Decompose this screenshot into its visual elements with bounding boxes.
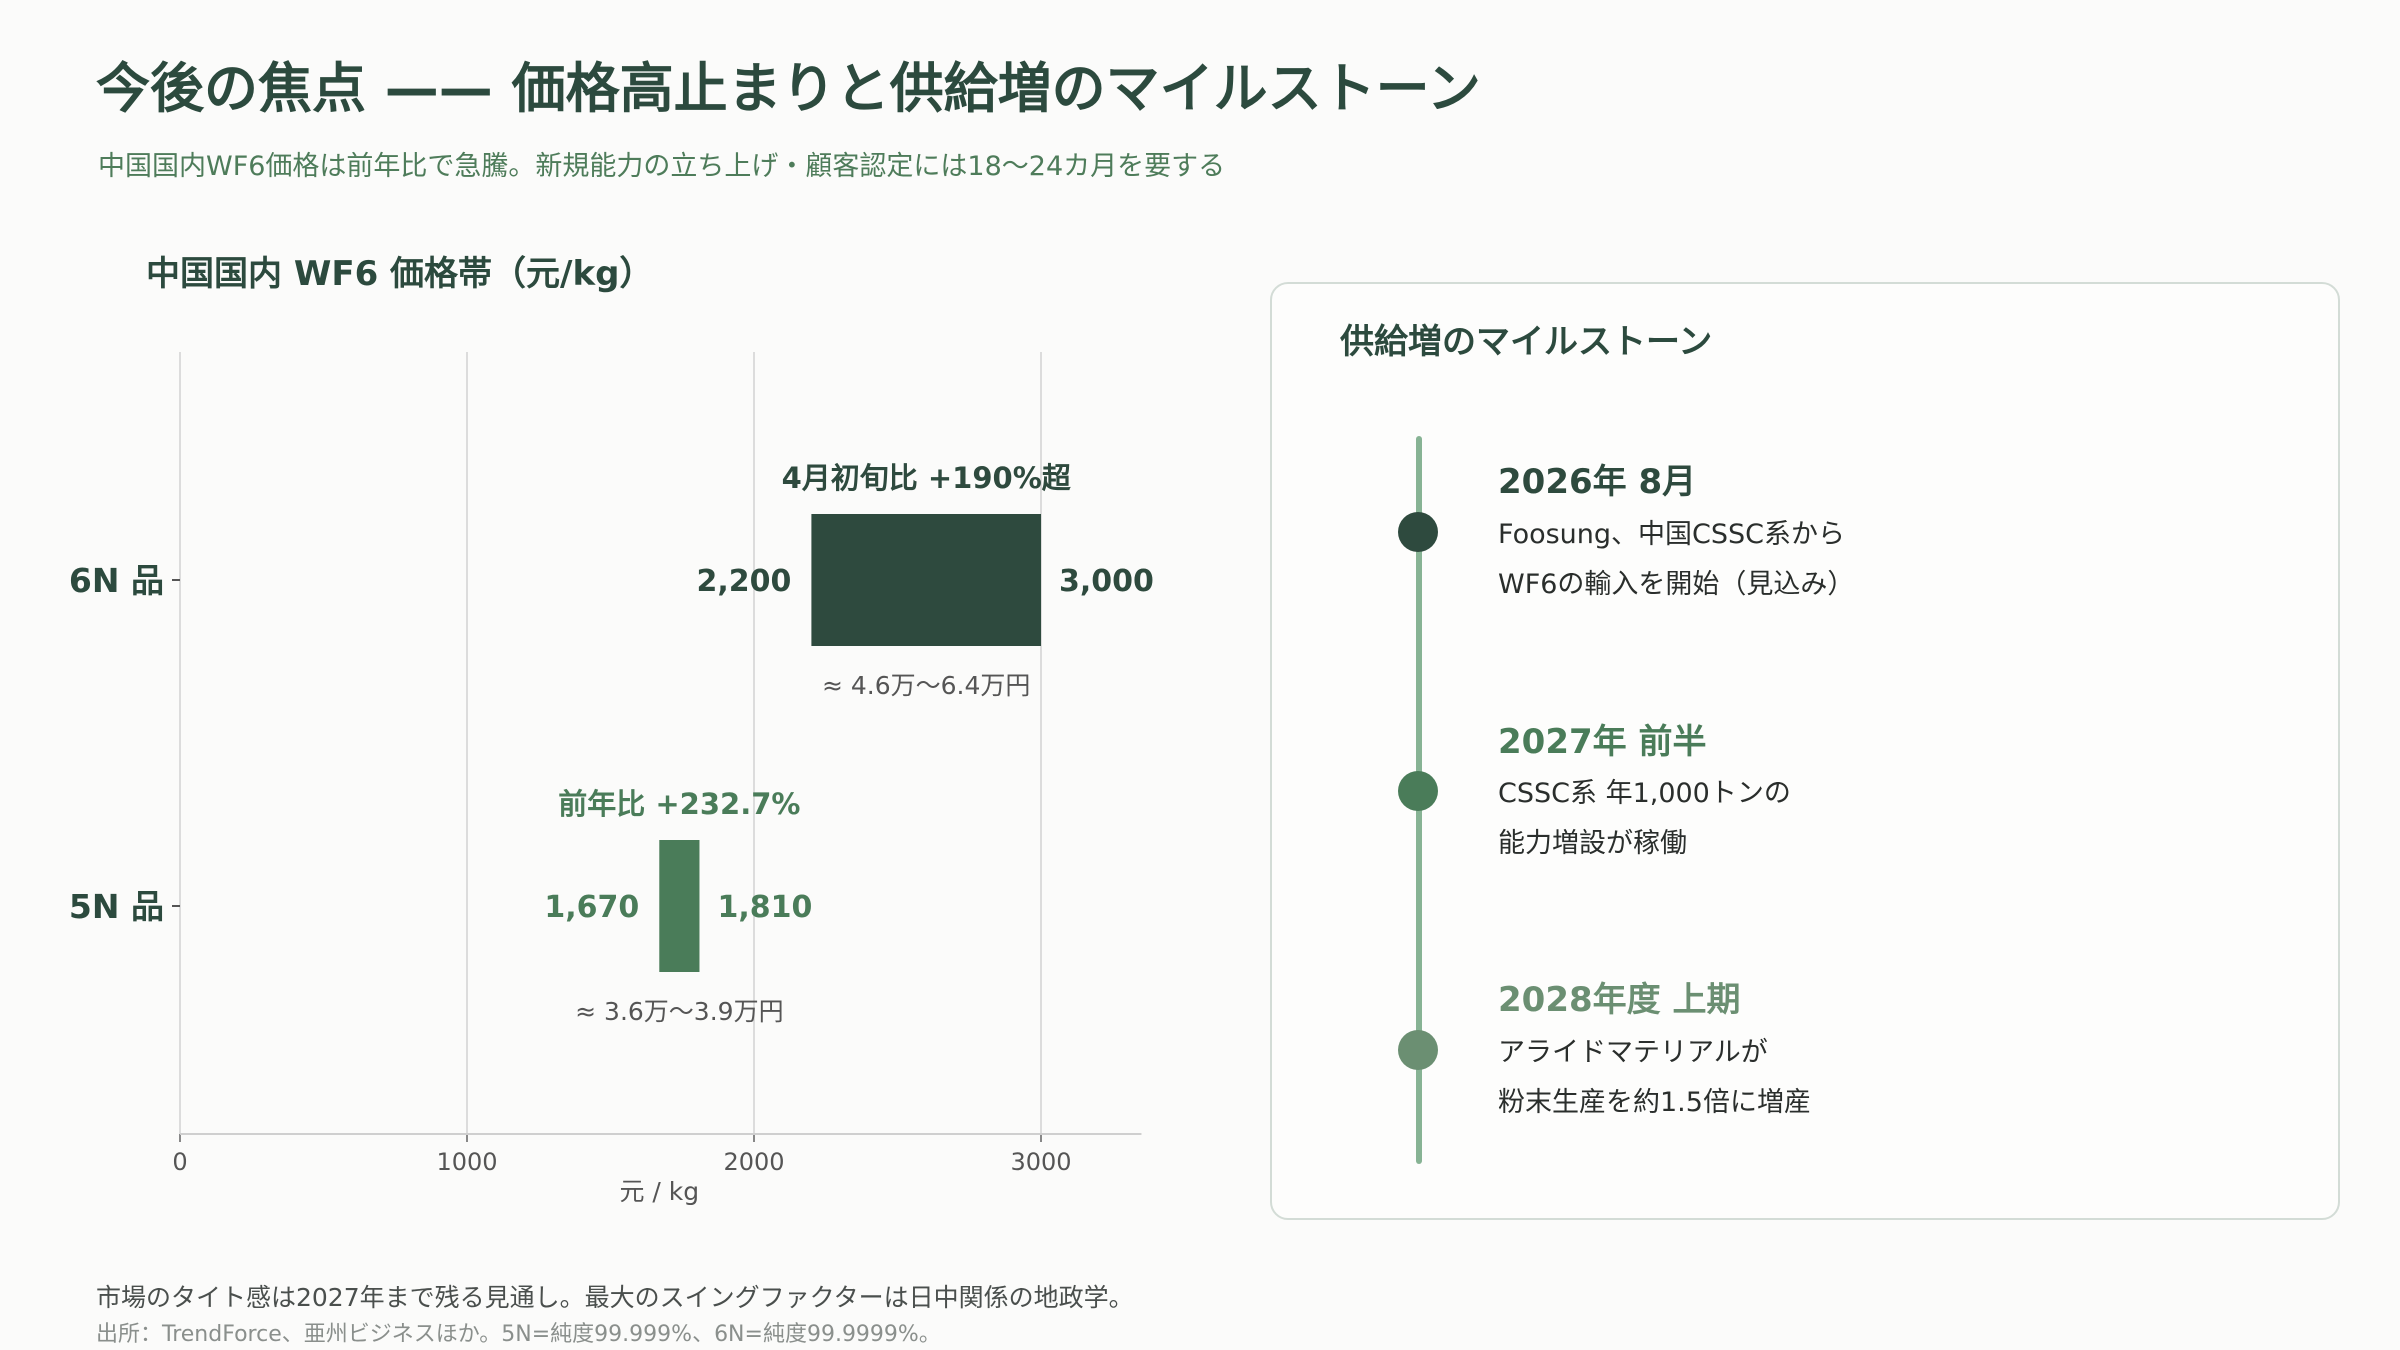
low-value-label: 1,670 (544, 890, 639, 925)
page-title: 今後の焦点 —— 価格高止まりと供給増のマイルストーン (96, 57, 1481, 120)
change-annotation: 4月初旬比 +190%超 (782, 461, 1072, 495)
x-tick-label: 0 (172, 1148, 187, 1176)
range-bar (811, 514, 1041, 646)
milestone-date: 2028年度 上期 (1498, 980, 1741, 1020)
price-range-chart: 0 1000 2000 3000 元 / kg 6N 品 2,200 3,000 4月初旬比 +… (69, 352, 1154, 1206)
change-annotation: 前年比 +232.7% (558, 787, 800, 821)
milestone-panel: 供給増のマイルストーン 2026年 8月 Foosung、中国CSSC系から W… (1270, 282, 2340, 1220)
milestone-description: Foosung、中国CSSC系から WF6の輸入を開始（見込み） (1498, 510, 1854, 610)
milestone-date: 2026年 8月 (1498, 462, 1697, 502)
yen-equivalent-label: ≈ 4.6万〜6.4万円 (822, 671, 1030, 700)
milestone-description: アライドマテリアルが 粉末生産を約1.5倍に増産 (1498, 1028, 1811, 1128)
milestone-line: 能力増設が稼働 (1498, 828, 1687, 859)
milestone-dot (1398, 1030, 1438, 1070)
footnote: 市場のタイト感は2027年まで残る見通し。最大のスイングファクターは日中関係の地… (96, 1283, 1134, 1312)
milestone-line: CSSC系 年1,000トンの (1498, 778, 1791, 809)
range-bar (659, 840, 700, 972)
high-value-label: 3,000 (1059, 564, 1154, 599)
milestone-line: 粉末生産を約1.5倍に増産 (1498, 1087, 1811, 1118)
milestone-line: WF6の輸入を開始（見込み） (1498, 569, 1855, 600)
milestone-line: アライドマテリアルが (1498, 1037, 1768, 1068)
x-axis-label: 元 / kg (619, 1177, 699, 1206)
milestone-date: 2027年 前半 (1498, 722, 1707, 762)
category-label: 6N 品 (69, 561, 164, 600)
x-tick-label: 1000 (436, 1148, 497, 1176)
milestone-description: CSSC系 年1,000トンの 能力増設が稼働 (1498, 769, 1791, 869)
category-label: 5N 品 (69, 887, 164, 926)
milestone-dot (1398, 512, 1438, 552)
low-value-label: 2,200 (696, 564, 791, 599)
source-note: 出所：TrendForce、亜州ビジネスほか。5N=純度99.999%、6N=純… (96, 1322, 941, 1347)
high-value-label: 1,810 (717, 890, 812, 925)
milestone-line: Foosung、中国CSSC系から (1498, 519, 1846, 550)
milestone-panel-title: 供給増のマイルストーン (1340, 322, 1713, 362)
x-tick-label: 3000 (1010, 1148, 1071, 1176)
milestone-dot (1398, 771, 1438, 811)
x-tick-label: 2000 (723, 1148, 784, 1176)
page-subtitle: 中国国内WF6価格は前年比で急騰。新規能力の立ち上げ・顧客認定には18〜24カ月… (98, 151, 1226, 182)
yen-equivalent-label: ≈ 3.6万〜3.9万円 (575, 997, 783, 1026)
chart-title: 中国国内 WF6 価格帯（元/kg） (146, 254, 654, 294)
